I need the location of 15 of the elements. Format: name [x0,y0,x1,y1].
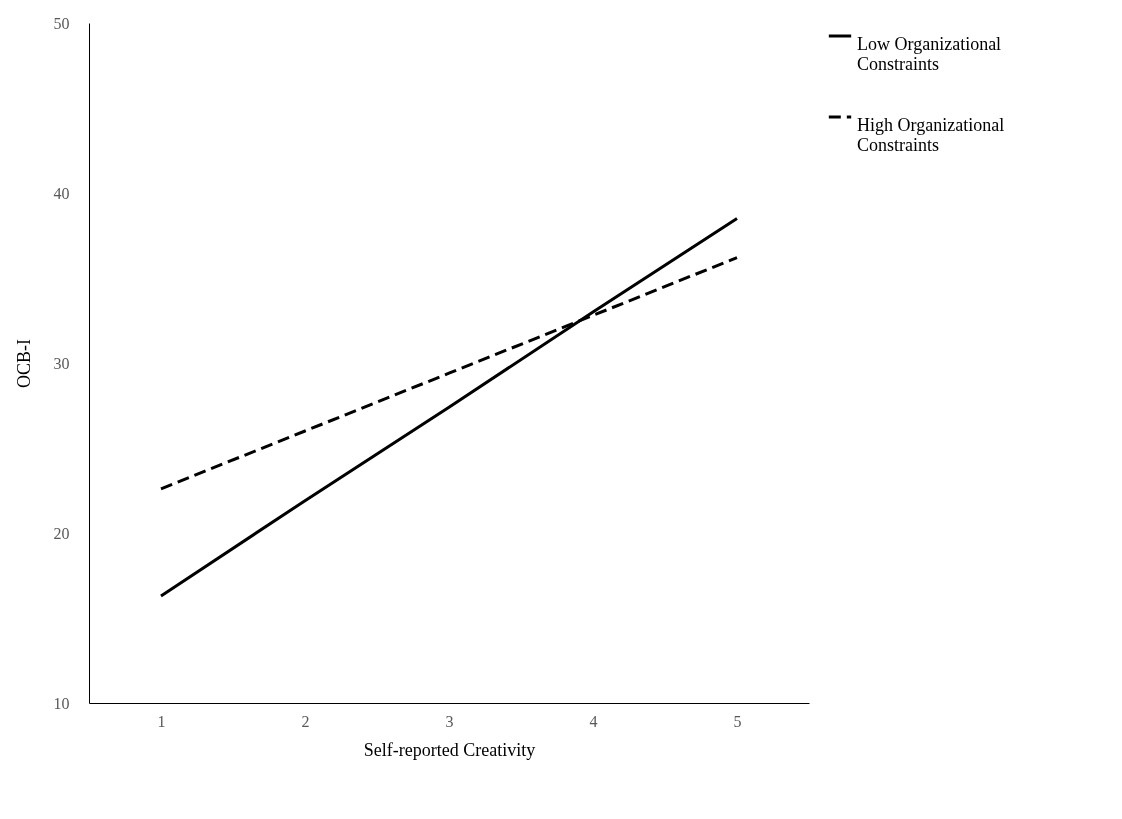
legend-label: Low Organizational Constraints [857,34,1002,74]
x-tick-label: 4 [589,712,598,730]
y-tick-label: 40 [53,184,70,202]
x-axis-title: Self-reported Creativity [363,739,536,760]
y-tick-label: 10 [53,694,70,712]
x-tick-label: 1 [157,712,166,730]
y-tick-label: 30 [53,354,70,372]
y-tick-label: 50 [53,14,70,32]
legend-label: High Organizational Constraints [857,115,1005,155]
y-axis-title: OCB-I [13,339,34,388]
y-tick-label: 20 [53,524,70,542]
x-tick-label: 2 [301,712,310,730]
line-series [159,217,739,598]
x-tick-label: 5 [733,712,742,730]
x-tick-label: 3 [445,712,454,730]
